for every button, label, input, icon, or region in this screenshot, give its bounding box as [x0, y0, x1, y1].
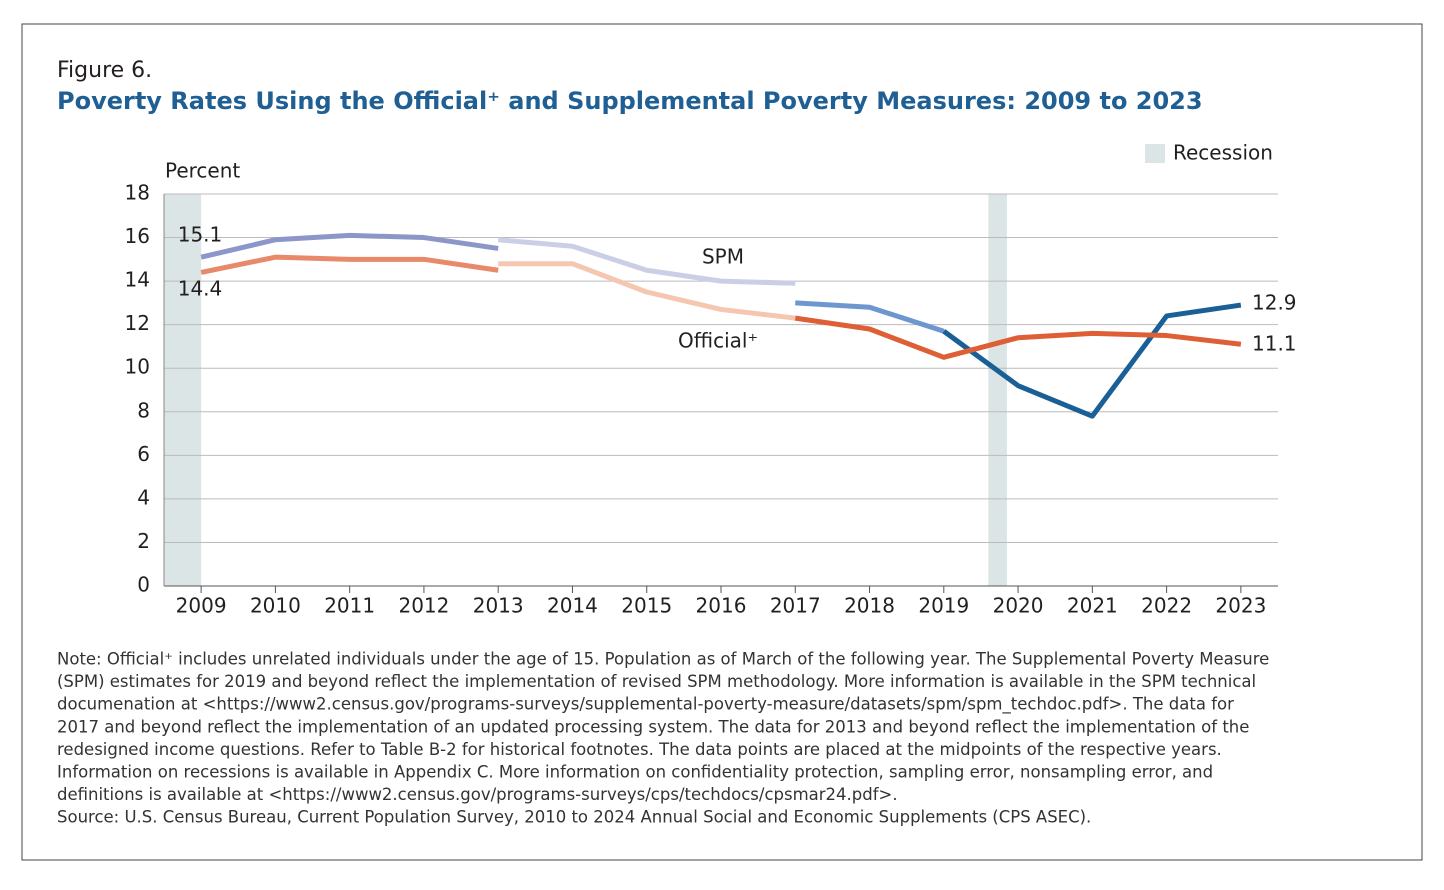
line-segment — [200, 232, 499, 260]
data-label: 14.4 — [178, 277, 223, 301]
note-line: definitions is available at <https://www… — [57, 785, 898, 804]
line-segment — [794, 315, 1242, 360]
note-line: Note: Official⁺ includes unrelated indiv… — [57, 650, 1269, 669]
x-tick-label: 2020 — [993, 594, 1044, 618]
data-label: 12.9 — [1252, 291, 1297, 315]
y-tick-label: 12 — [125, 311, 150, 335]
note-line: (SPM) estimates for 2019 and beyond refl… — [57, 672, 1256, 691]
y-tick-label: 0 — [137, 573, 150, 597]
line-segment — [200, 254, 499, 275]
recession-band — [164, 194, 202, 586]
x-tick-label: 2017 — [770, 594, 821, 618]
x-tick-label: 2016 — [696, 594, 747, 618]
legend-label: Recession — [1173, 141, 1273, 165]
y-tick-label: 4 — [137, 485, 150, 509]
note-line: redesigned income questions. Refer to Ta… — [57, 740, 1222, 759]
line-segment — [795, 300, 945, 334]
data-label: 11.1 — [1252, 332, 1297, 356]
legend-swatch — [1145, 144, 1165, 163]
recession-band — [988, 194, 1007, 586]
note-line: documenation at <https://www2.census.gov… — [57, 695, 1234, 715]
y-tick-label: 6 — [137, 442, 150, 466]
x-tick-label: 2018 — [844, 594, 895, 618]
series-label: SPM — [702, 245, 744, 269]
x-tick-label: 2023 — [1215, 594, 1266, 618]
y-tick-label: 14 — [125, 268, 150, 292]
line-segment — [942, 302, 1242, 419]
figure-label: Figure 6. — [57, 58, 152, 83]
y-tick-label: 18 — [125, 181, 150, 205]
x-tick-label: 2013 — [473, 594, 524, 618]
y-tick-label: 16 — [125, 224, 150, 248]
x-tick-label: 2021 — [1067, 594, 1118, 618]
note-line: Source: U.S. Census Bureau, Current Popu… — [57, 808, 1091, 827]
x-tick-label: 2012 — [398, 594, 449, 618]
x-tick-label: 2019 — [918, 594, 969, 618]
line-segment — [497, 237, 796, 286]
frame — [21, 23, 1423, 861]
data-label: 15.1 — [178, 223, 223, 247]
note-line: Information on recessions is available i… — [57, 763, 1213, 782]
line-segment — [498, 261, 796, 321]
y-tick-label: 10 — [125, 355, 150, 379]
note-line: 2017 and beyond reflect the implementati… — [57, 717, 1249, 736]
x-tick-label: 2011 — [324, 594, 375, 618]
series-label: Official⁺ — [678, 329, 758, 353]
y-axis-label: Percent — [165, 159, 240, 183]
x-tick-label: 2022 — [1141, 594, 1192, 618]
x-tick-label: 2010 — [250, 594, 301, 618]
x-tick-label: 2014 — [547, 594, 598, 618]
y-tick-label: 2 — [137, 529, 150, 553]
y-tick-label: 8 — [137, 398, 150, 422]
chart-title: Poverty Rates Using the Official⁺ and Su… — [57, 87, 1203, 115]
x-tick-label: 2009 — [176, 594, 227, 618]
x-tick-label: 2015 — [621, 594, 672, 618]
